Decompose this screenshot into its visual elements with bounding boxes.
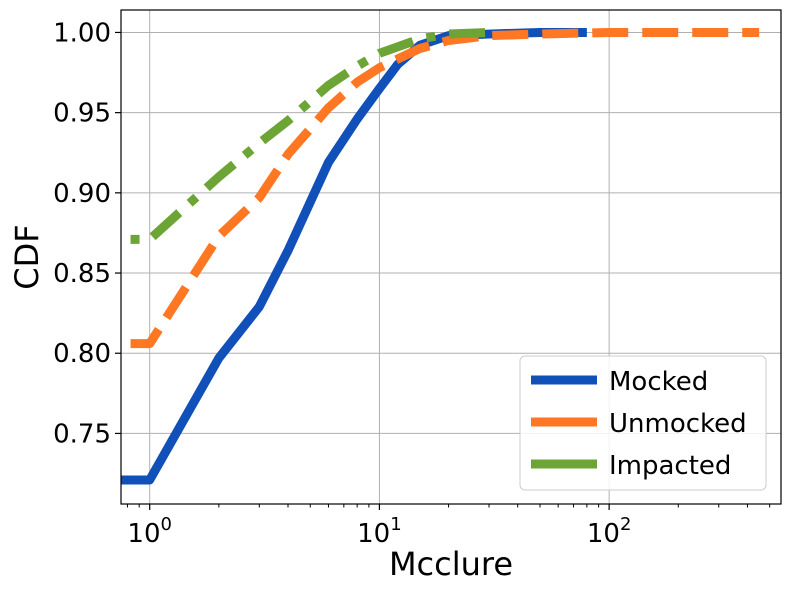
x-tick-base: 10 xyxy=(587,519,620,549)
y-tick-label: 1.00 xyxy=(53,18,111,48)
legend-label-mocked: Mocked xyxy=(609,367,708,397)
y-axis-label: CDF xyxy=(8,224,46,289)
series-line-impacted xyxy=(121,27,490,244)
legend-label-impacted: Impacted xyxy=(609,451,731,481)
x-tick-base: 10 xyxy=(357,519,390,549)
y-tick-label: 0.90 xyxy=(53,179,111,209)
y-tick-label: 0.85 xyxy=(53,259,111,289)
x-axis-ticks: 100 101 102 xyxy=(126,504,771,549)
legend: Mocked Unmocked Impacted xyxy=(519,355,767,491)
x-tick-label: 102 xyxy=(587,514,632,549)
y-tick-label: 0.80 xyxy=(53,339,111,369)
y-tick-label: 0.95 xyxy=(53,99,111,129)
x-tick-exponent: 2 xyxy=(620,514,631,535)
legend-box xyxy=(519,355,767,491)
plot-frame xyxy=(120,9,782,505)
x-tick-exponent: 1 xyxy=(390,514,401,535)
x-axis-label: Mcclure xyxy=(389,545,513,583)
x-tick-label: 101 xyxy=(357,514,402,549)
series-line-unmocked xyxy=(121,27,760,349)
y-axis-ticks: 0.75 0.80 0.85 0.90 0.95 1.00 xyxy=(53,18,121,449)
x-tick-label: 100 xyxy=(127,514,172,549)
x-tick-exponent: 0 xyxy=(161,514,172,535)
legend-label-unmocked: Unmocked xyxy=(609,409,747,439)
y-tick-label: 0.75 xyxy=(53,419,111,449)
series-layer xyxy=(121,27,760,485)
x-tick-base: 10 xyxy=(127,519,160,549)
